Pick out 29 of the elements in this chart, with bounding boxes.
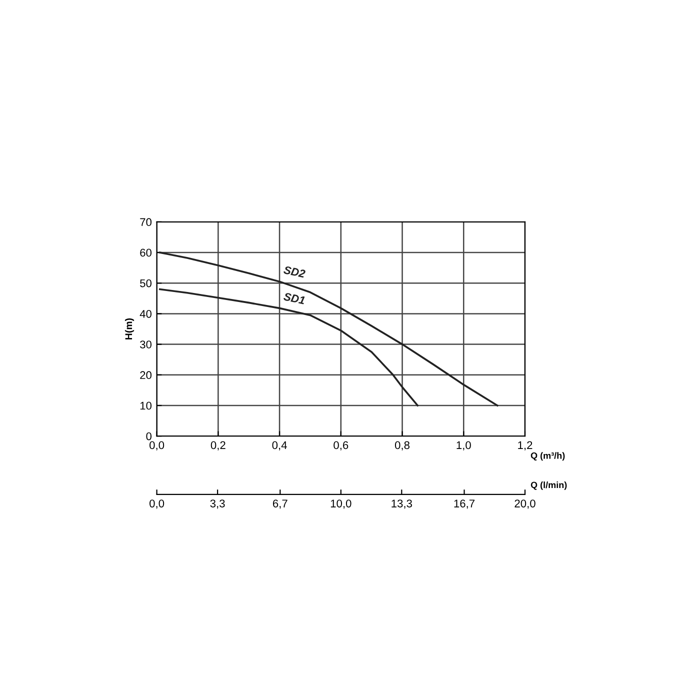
x2-tick-label: 13,3 bbox=[392, 500, 412, 509]
x-axis-title: Q (m³/h) bbox=[530, 452, 565, 461]
line-series bbox=[158, 288, 419, 406]
x2-tick-label: 6,7 bbox=[272, 500, 288, 509]
y-tick-label: 30 bbox=[140, 340, 152, 348]
y-tick-label: 10 bbox=[140, 402, 152, 410]
text: SD2 bbox=[283, 266, 306, 278]
text: SD1 bbox=[283, 292, 306, 304]
y-tick-label: 50 bbox=[140, 279, 152, 288]
y-tick-label: 0 bbox=[146, 432, 152, 440]
x2-tick-label: 20,0 bbox=[514, 500, 536, 509]
x2-tick-label: 0,0 bbox=[150, 500, 164, 509]
x-tick-label: 0,6 bbox=[334, 441, 348, 450]
y-tick-label: 60 bbox=[140, 248, 152, 257]
y-axis-title: H(m) bbox=[124, 318, 134, 340]
x-tick-label: 0,2 bbox=[210, 441, 226, 450]
y-tick-label: 40 bbox=[140, 310, 152, 318]
y-tick-label: 70 bbox=[140, 218, 152, 226]
x-tick-label: 0,8 bbox=[394, 441, 410, 450]
line-series bbox=[158, 252, 498, 406]
x2-axis-title: Q (l/min) bbox=[530, 482, 567, 490]
x2-tick-label: 10,0 bbox=[330, 500, 352, 509]
x-tick-label: 1,2 bbox=[518, 441, 532, 450]
x2-tick-label: 3,3 bbox=[210, 500, 225, 509]
x-tick-label: 0,4 bbox=[272, 441, 287, 450]
x-tick-label: 1,0 bbox=[456, 441, 471, 450]
y-tick-label: 20 bbox=[140, 371, 152, 380]
x2-tick-label: 16,7 bbox=[454, 500, 475, 509]
x-tick-label: 0,0 bbox=[150, 441, 164, 450]
